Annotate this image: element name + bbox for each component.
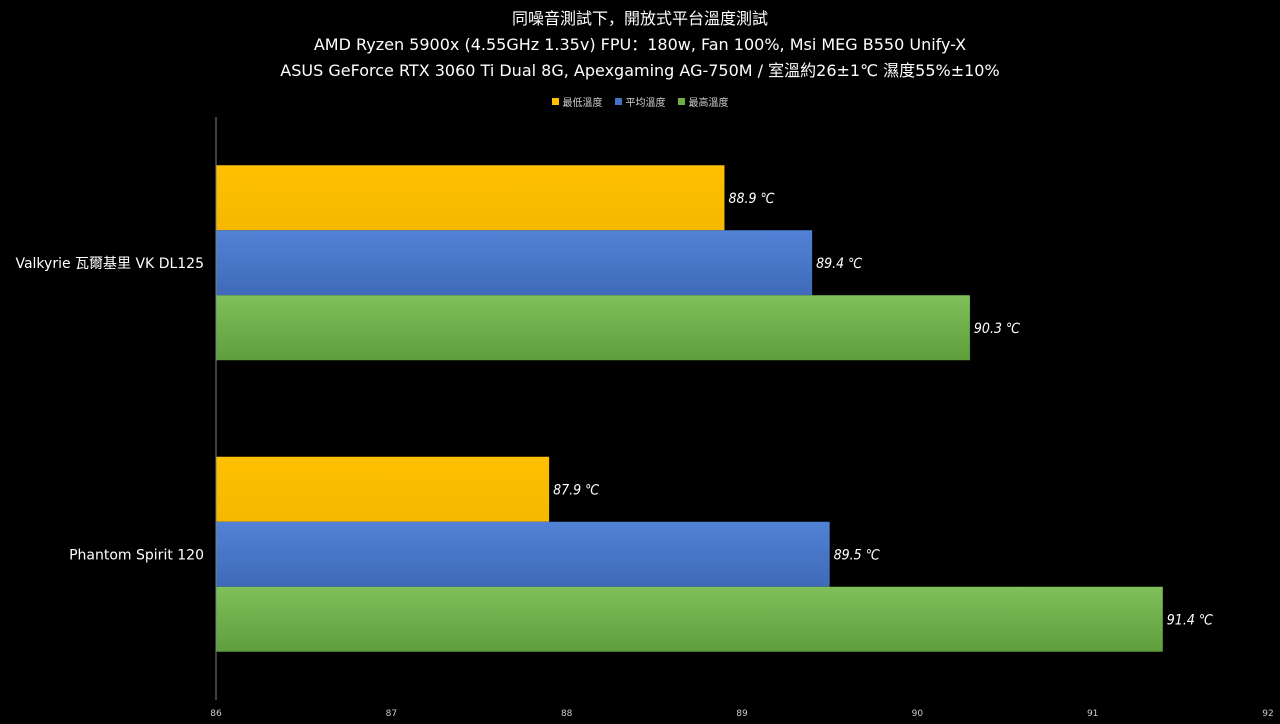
x-tick-label: 87: [386, 709, 397, 719]
legend-item-min: 最低溫度: [551, 94, 603, 109]
chart-title-line-3: ASUS GeForce RTX 3060 Ti Dual 8G, Apexga…: [280, 61, 1000, 80]
data-label: 89.4 ℃: [816, 256, 862, 272]
chart-title-line-1: 同噪音測試下，開放式平台溫度測試: [511, 9, 768, 28]
chart-legend: 最低溫度 平均溫度 最高溫度: [0, 94, 1280, 109]
legend-label-avg: 平均溫度: [625, 98, 666, 109]
bar-avg: [216, 230, 813, 296]
bar-avg: [216, 521, 830, 587]
x-tick-label: 92: [1262, 709, 1273, 719]
legend-label-min: 最低溫度: [562, 98, 603, 109]
x-tick-label: 86: [210, 709, 222, 719]
x-tick-label: 91: [1087, 709, 1098, 719]
data-label: 91.4 ℃: [1167, 612, 1213, 628]
legend-label-max: 最高溫度: [688, 98, 729, 109]
bar-min: [216, 165, 725, 231]
chart-title: 同噪音測試下，開放式平台溫度測試 AMD Ryzen 5900x (4.55GH…: [0, 6, 1280, 84]
category-label: Valkyrie 瓦爾基里 VK DL125: [15, 255, 204, 272]
data-label: 90.3 ℃: [974, 321, 1020, 337]
data-label: 88.9 ℃: [728, 191, 774, 207]
legend-swatch-min: [551, 98, 559, 105]
bar-min: [216, 456, 550, 522]
data-label: 87.9 ℃: [553, 482, 599, 498]
chart-title-line-2: AMD Ryzen 5900x (4.55GHz 1.35v) FPU：180w…: [313, 35, 967, 54]
bar-max: [216, 586, 1163, 652]
legend-item-avg: 平均溫度: [614, 94, 666, 109]
legend-item-max: 最高溫度: [677, 94, 729, 109]
bar-max: [216, 295, 970, 361]
category-label: Phantom Spirit 120: [69, 547, 204, 563]
x-tick-label: 89: [736, 709, 748, 719]
data-label: 89.5 ℃: [834, 547, 880, 563]
x-tick-label: 90: [912, 709, 924, 719]
x-tick-label: 88: [561, 709, 573, 719]
legend-swatch-avg: [614, 98, 622, 105]
legend-swatch-max: [677, 98, 685, 105]
